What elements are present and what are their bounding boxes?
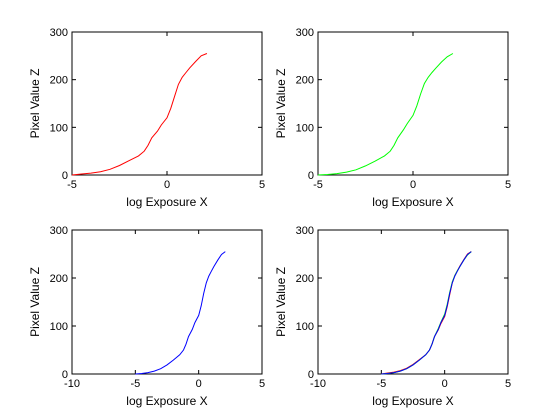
plot-area-box [71, 31, 263, 176]
series-line-3 [381, 251, 472, 375]
plot-area-box [71, 229, 263, 375]
x-axis-label: log Exposure X [372, 195, 453, 209]
y-tick-label: 100 [50, 122, 68, 134]
series-line-1 [71, 53, 208, 176]
x-tick-label: 5 [505, 378, 511, 390]
y-tick-label: 100 [50, 321, 68, 333]
y-tick-label: 100 [296, 122, 314, 134]
y-axis-label: Pixel Value Z [274, 267, 288, 337]
y-axis-label: Pixel Value Z [28, 267, 42, 337]
x-tick-label: 5 [259, 179, 265, 191]
y-tick-label: 100 [296, 321, 314, 333]
x-tick-label: -5 [67, 179, 77, 191]
x-tick-label: -5 [313, 179, 323, 191]
y-tick-label: 0 [308, 369, 314, 381]
y-tick-label: 300 [50, 225, 68, 237]
x-axis-label: log Exposure X [126, 394, 207, 408]
y-axis-label: Pixel Value Z [28, 69, 42, 139]
x-tick-label: 0 [196, 378, 202, 390]
x-axis-label: log Exposure X [126, 195, 207, 209]
y-tick-label: 300 [296, 27, 314, 39]
y-axis-label: Pixel Value Z [274, 69, 288, 139]
x-tick-label: 5 [259, 378, 265, 390]
plot-area-box [317, 229, 509, 375]
x-axis-label: log Exposure X [372, 394, 453, 408]
y-tick-label: 0 [308, 170, 314, 182]
y-tick-label: 200 [296, 273, 314, 285]
y-tick-label: 200 [50, 273, 68, 285]
x-tick-label: -10 [310, 378, 326, 390]
x-tick-label: 0 [410, 179, 416, 191]
series-line-1 [317, 53, 454, 176]
x-tick-label: 5 [505, 179, 511, 191]
y-tick-label: 300 [296, 225, 314, 237]
y-tick-label: 0 [62, 369, 68, 381]
x-tick-label: -10 [64, 378, 80, 390]
y-tick-label: 0 [62, 170, 68, 182]
x-tick-label: 0 [164, 179, 170, 191]
y-tick-label: 200 [296, 75, 314, 87]
x-tick-label: -5 [376, 378, 386, 390]
y-tick-label: 200 [50, 75, 68, 87]
series-line-1 [135, 251, 226, 375]
plot-area-box [317, 31, 509, 176]
x-tick-label: -5 [130, 378, 140, 390]
x-tick-label: 0 [442, 378, 448, 390]
y-tick-label: 300 [50, 27, 68, 39]
